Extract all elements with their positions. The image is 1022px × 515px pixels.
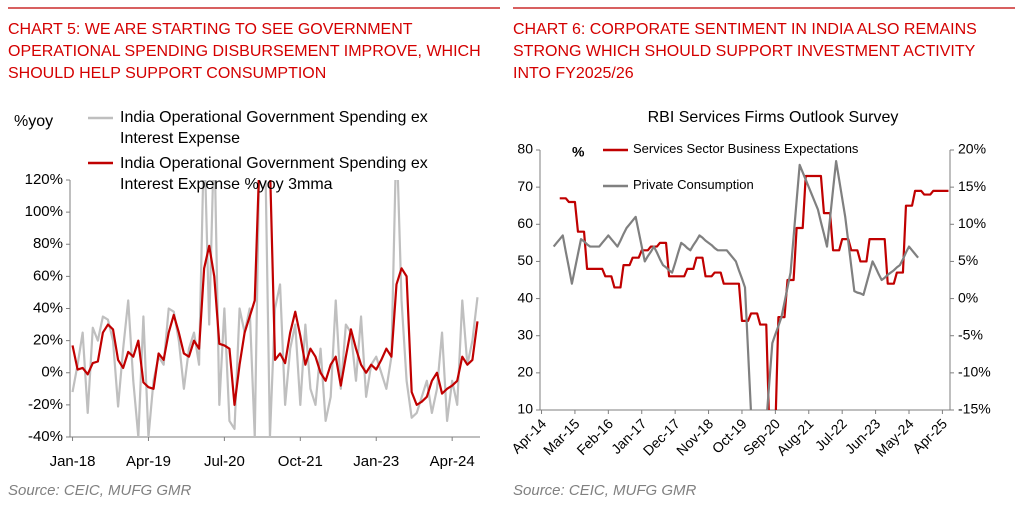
- y-tick-label: 30: [517, 326, 533, 342]
- chart-subtitle: RBI Services Firms Outlook Survey: [648, 109, 899, 126]
- y-tick-label: -20%: [28, 396, 63, 413]
- y2-tick-label: 0%: [958, 289, 978, 305]
- y2-tick-label: -15%: [958, 401, 991, 417]
- y-tick-label: 20%: [33, 332, 63, 349]
- y-tick-label: -40%: [28, 428, 63, 445]
- x-tick-label: Nov-18: [673, 415, 716, 458]
- y-tick-label: 60: [517, 215, 533, 231]
- x-tick-label: Oct-21: [278, 453, 323, 470]
- y-tick-label: 80: [517, 141, 533, 157]
- x-tick-label: Mar-15: [540, 415, 583, 458]
- x-tick-label: Jul-20: [204, 453, 245, 470]
- y2-tick-label: 5%: [958, 252, 978, 268]
- series-line: [71, 180, 479, 406]
- y-tick-label: 80%: [33, 235, 63, 252]
- x-tick-label: Apr-24: [430, 453, 475, 470]
- x-tick-label: Jan-18: [50, 453, 96, 470]
- y-tick-label: 70: [517, 178, 533, 194]
- source: Source: CEIC, MUFG GMR: [8, 482, 192, 499]
- legend-label: India Operational Government Spending ex…: [120, 109, 428, 147]
- x-tick-label: Jan-23: [353, 453, 399, 470]
- source: Source: CEIC, MUFG GMR: [513, 482, 697, 499]
- x-tick-label: Feb-16: [573, 415, 616, 458]
- y2-tick-label: 10%: [958, 215, 986, 231]
- y-tick-label: 120%: [25, 171, 63, 188]
- legend-label: Services Sector Business Expectations: [633, 141, 859, 156]
- chart-title: CHART 5: WE ARE STARTING TO SEE GOVERNME…: [8, 21, 481, 82]
- y-tick-label: 20: [517, 364, 533, 380]
- legend-label: Private Consumption: [633, 177, 754, 192]
- y2-tick-label: 15%: [958, 178, 986, 194]
- y-tick-label: 50: [517, 252, 533, 268]
- series-line: [71, 180, 479, 437]
- x-tick-label: May-24: [872, 415, 916, 459]
- y-tick-label: 40: [517, 289, 533, 305]
- y2-tick-label: -5%: [958, 326, 983, 342]
- x-tick-label: Aug-21: [773, 415, 816, 458]
- y-axis-label: %: [572, 144, 585, 160]
- y-axis-label: %yoy: [14, 113, 53, 130]
- y-tick-label: 100%: [25, 203, 63, 220]
- y-tick-label: 0%: [41, 364, 63, 381]
- series-line: [552, 160, 919, 410]
- y2-tick-label: 20%: [958, 141, 986, 157]
- legend-label: India Operational Government Spending ex…: [120, 155, 428, 193]
- y-tick-label: 60%: [33, 267, 63, 284]
- series-line: [559, 174, 949, 410]
- x-tick-label: Apr-19: [126, 453, 171, 470]
- x-tick-label: Apr-25: [909, 415, 950, 456]
- y-tick-label: 10: [517, 401, 533, 417]
- y2-tick-label: -10%: [958, 364, 991, 380]
- y-tick-label: 40%: [33, 299, 63, 316]
- chart-title: CHART 6: CORPORATE SENTIMENT IN INDIA AL…: [513, 21, 977, 82]
